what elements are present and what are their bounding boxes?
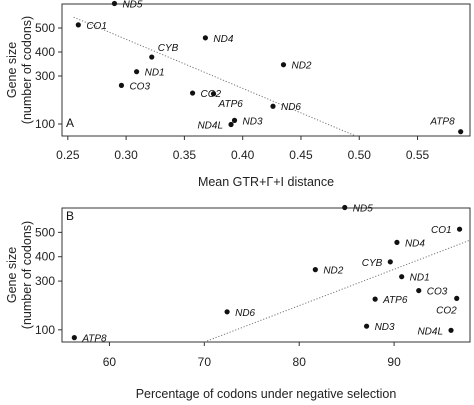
data-point xyxy=(454,295,460,301)
y-tick-label: 300 xyxy=(35,274,55,288)
point-label: ATP8 xyxy=(429,117,455,128)
point-label: CO1 xyxy=(431,225,452,236)
data-point xyxy=(363,323,370,329)
point-label: ND1 xyxy=(145,68,165,79)
point-label: CO1 xyxy=(86,21,107,32)
point-label: ND6 xyxy=(235,308,255,319)
point-label: ATP6 xyxy=(218,99,244,110)
x-tick-label: 0.35 xyxy=(173,148,197,162)
data-point xyxy=(458,129,464,135)
point-label: ATP6 xyxy=(382,295,408,306)
point-label: CO2 xyxy=(436,305,457,316)
data-point xyxy=(372,296,378,302)
panel-a: 0.25 0.30 0.35 0.40 0.45 0.50 0.55 100 300 400 500… xyxy=(5,0,471,189)
data-point xyxy=(118,82,125,88)
panel-b: 60 70 80 90 100 300 400 500 Percentage of codons… xyxy=(5,204,471,401)
point-label: ND5 xyxy=(353,204,373,215)
point-label: ND1 xyxy=(410,273,430,284)
data-point xyxy=(342,204,348,211)
y-tick-label: 100 xyxy=(35,117,55,131)
data-point xyxy=(280,62,287,68)
data-point xyxy=(416,287,422,294)
panel-letter: A xyxy=(66,116,74,130)
y-tick-label: 400 xyxy=(35,250,55,264)
data-point xyxy=(189,90,196,96)
data-point xyxy=(387,259,393,265)
y-tick-label: 300 xyxy=(35,69,55,83)
x-tick-label: 70 xyxy=(198,355,212,369)
point-label: ND4 xyxy=(213,34,233,45)
point-label: CO2 xyxy=(201,89,222,100)
panel-letter: B xyxy=(66,209,74,223)
trendline xyxy=(204,239,471,343)
data-point xyxy=(210,91,217,97)
y-tick-label: 100 xyxy=(35,323,55,337)
x-tick-label: 0.50 xyxy=(348,148,372,162)
data-point xyxy=(134,69,140,75)
data-point xyxy=(448,327,454,333)
data-point xyxy=(75,22,81,28)
y-axis-title: Gene size(number of codons) xyxy=(5,221,34,329)
point-label: ND3 xyxy=(243,116,263,127)
y-axis-title-line: Gene size xyxy=(5,42,19,98)
point-label: CO3 xyxy=(129,81,150,92)
data-point xyxy=(270,103,276,109)
x-tick-label: 80 xyxy=(293,355,307,369)
data-point xyxy=(224,309,230,315)
data-point xyxy=(312,267,318,273)
point-label: CYB xyxy=(362,258,383,269)
data-point xyxy=(111,0,118,7)
plot-frame xyxy=(61,207,471,343)
x-axis-title: Percentage of codons under negative sele… xyxy=(136,387,397,401)
y-axis-title-line: (number of codons) xyxy=(20,16,34,124)
point-label: ND4L xyxy=(417,326,443,337)
y-axis-title-line: (number of codons) xyxy=(20,221,34,329)
y-tick-label: 500 xyxy=(35,21,55,35)
x-tick-label: 0.55 xyxy=(406,148,430,162)
data-point xyxy=(149,54,155,60)
data-point xyxy=(456,226,463,232)
data-point xyxy=(202,35,208,41)
x-tick-label: 0.40 xyxy=(231,148,255,162)
plot-frame xyxy=(61,3,471,137)
y-axis-title-line: Gene size xyxy=(5,247,19,303)
x-axis-title: Mean GTR+Γ+I distance xyxy=(198,175,334,189)
point-label: CO3 xyxy=(427,287,448,298)
y-tick-label: 500 xyxy=(35,225,55,239)
x-tick-label: 0.30 xyxy=(114,148,138,162)
x-tick-label: 0.25 xyxy=(56,148,80,162)
data-point xyxy=(231,117,238,123)
point-label: ND4L xyxy=(197,120,223,131)
point-label: ND2 xyxy=(323,266,343,277)
x-tick-label: 60 xyxy=(103,355,117,369)
y-tick-label: 400 xyxy=(35,45,55,59)
y-axis-title: Gene size(number of codons) xyxy=(5,16,34,124)
point-label: ND5 xyxy=(122,0,142,11)
data-point xyxy=(394,239,400,245)
x-tick-label: 0.45 xyxy=(289,148,313,162)
data-point xyxy=(71,335,77,341)
point-label: ND4 xyxy=(405,238,425,249)
data-point xyxy=(399,274,405,280)
point-label: ND3 xyxy=(375,322,395,333)
point-label: ND2 xyxy=(291,61,311,72)
data-point xyxy=(228,121,234,128)
point-label: ND6 xyxy=(281,102,301,113)
x-tick-label: 90 xyxy=(387,355,401,369)
point-label: ATP8 xyxy=(81,334,107,345)
trendline xyxy=(73,16,356,137)
point-label: CYB xyxy=(158,43,179,54)
